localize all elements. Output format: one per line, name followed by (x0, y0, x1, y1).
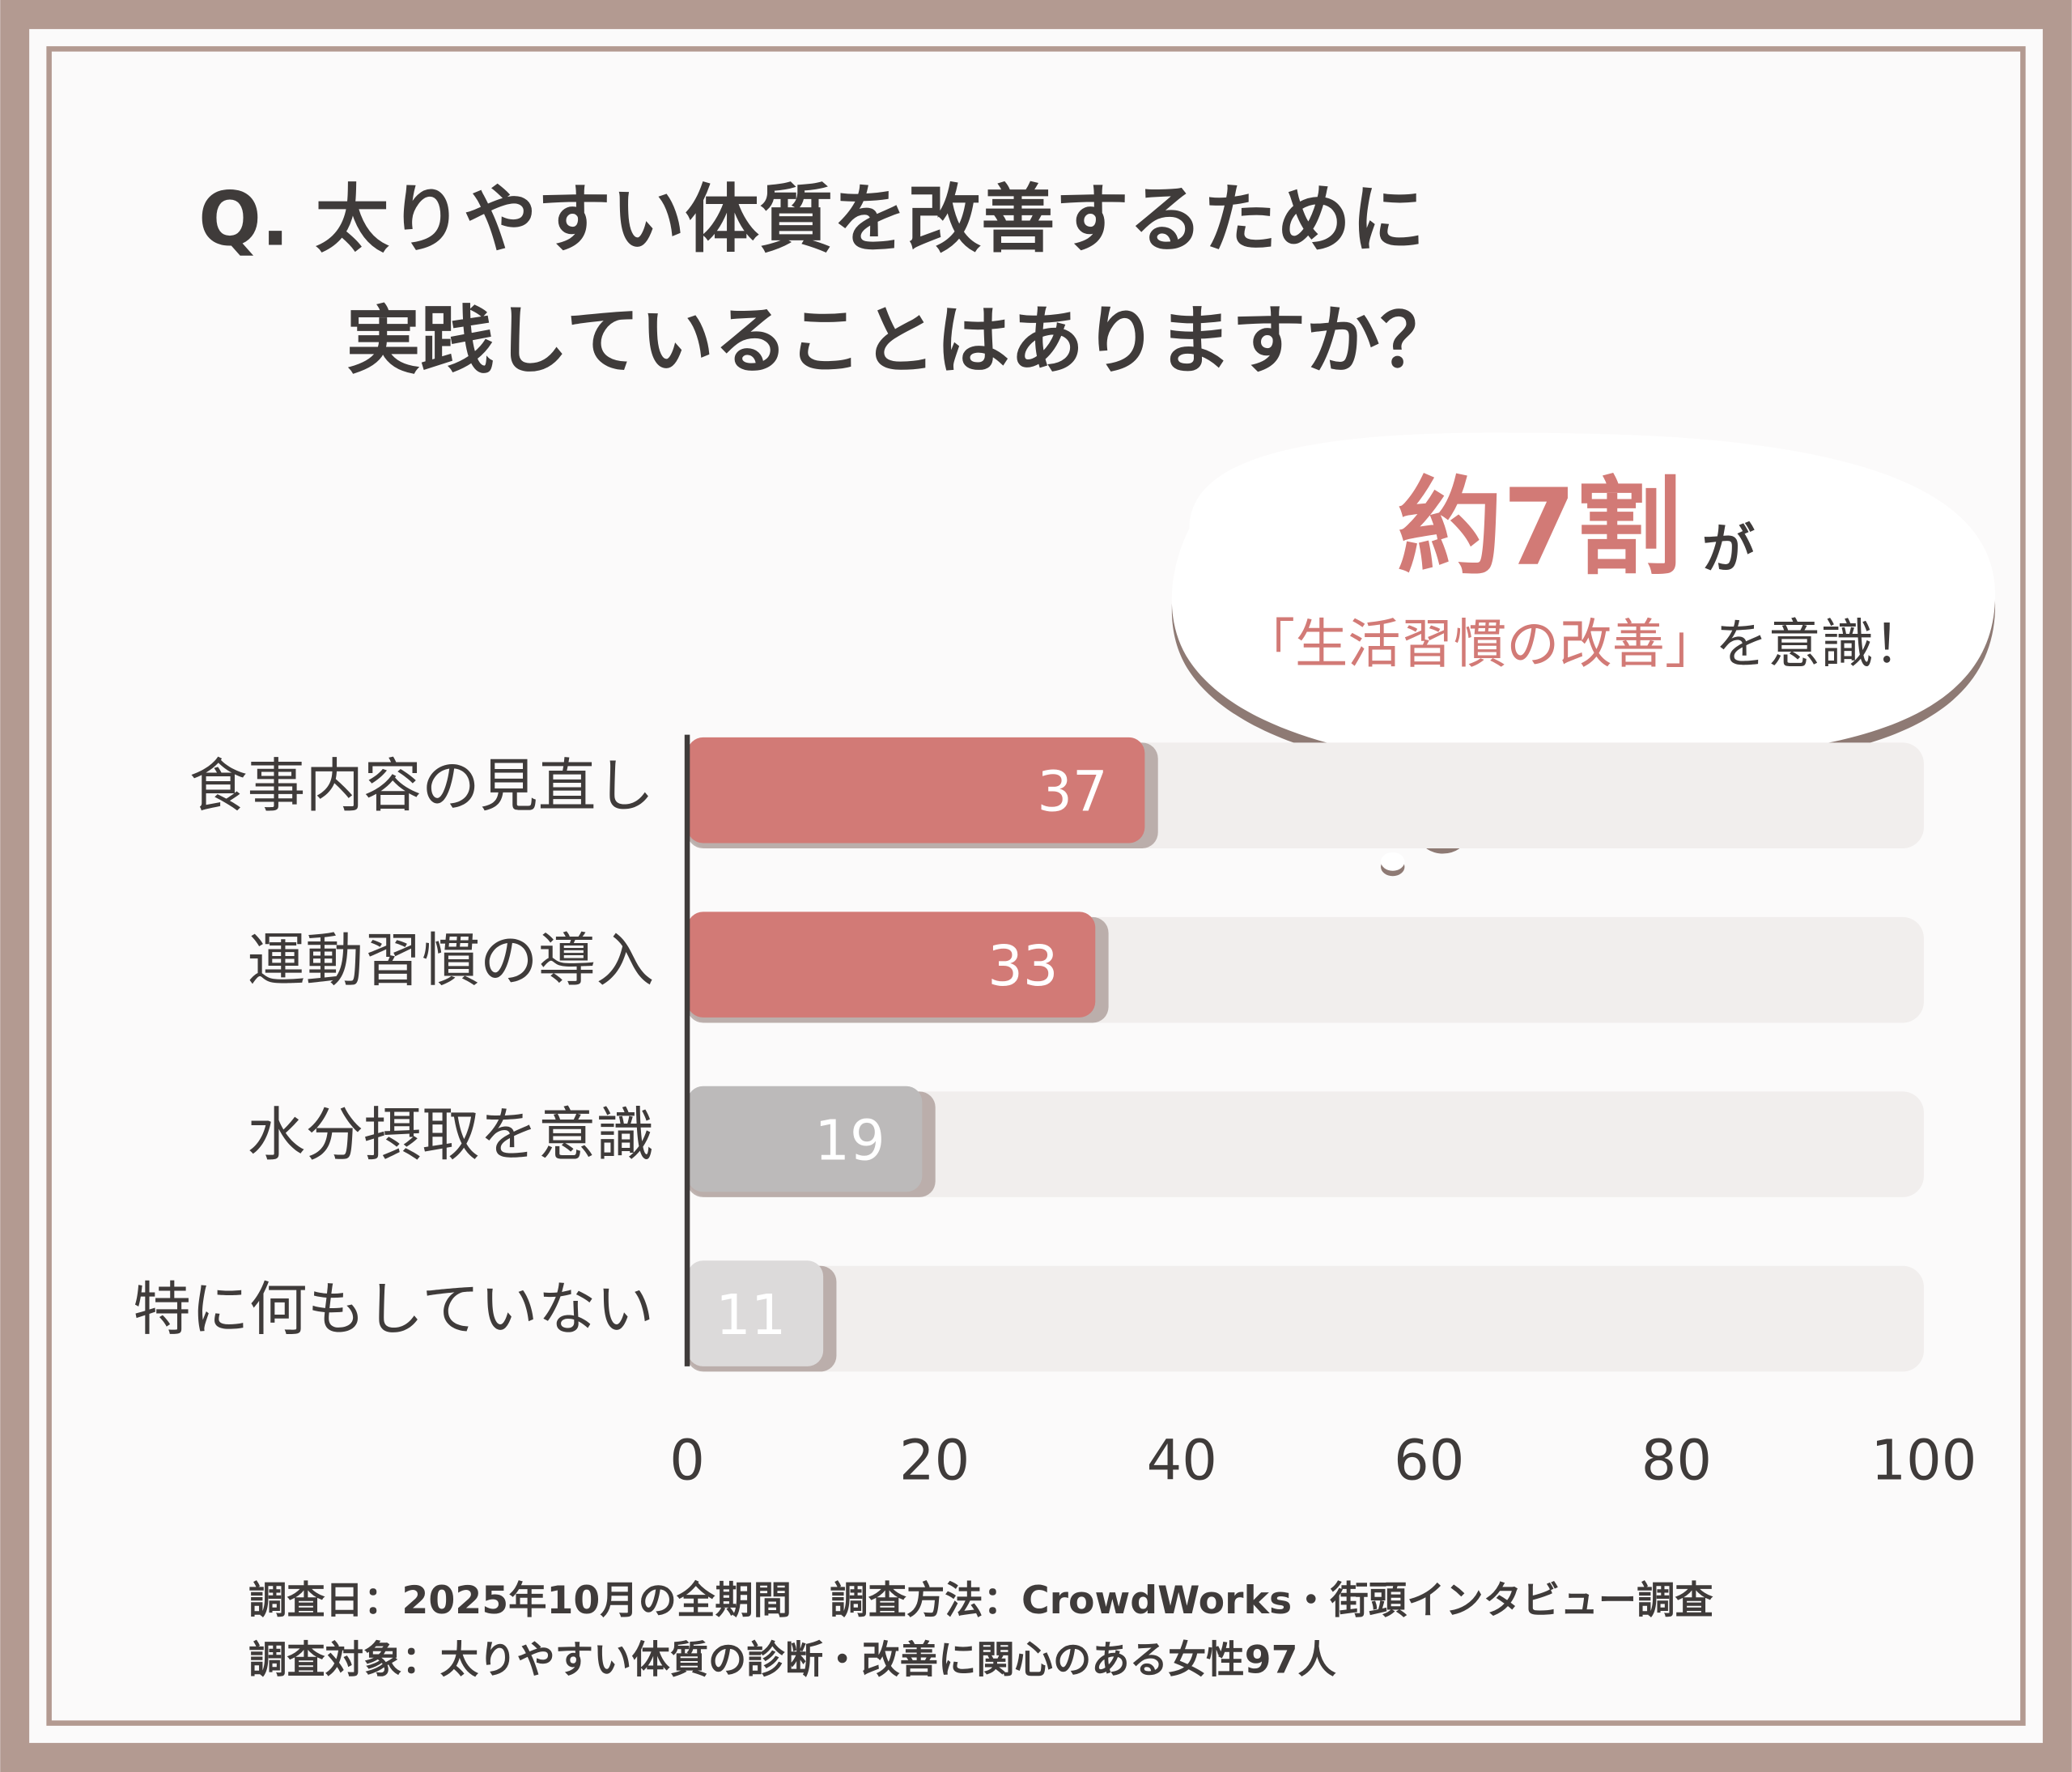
y-tick-label: 特に何もしていない (133, 1275, 654, 1343)
value-label: 19 (814, 1109, 885, 1174)
y-tick-label: 運動習慣の導入 (248, 926, 655, 994)
callout-highlight: 約7割 (1397, 466, 1682, 589)
y-tick-label: 水分摂取を意識 (248, 1101, 655, 1169)
bar-track (687, 1265, 1924, 1372)
x-tick-label: 60 (1394, 1429, 1464, 1494)
callout-connector: が (1702, 518, 1755, 580)
x-tick-label: 20 (899, 1429, 970, 1494)
bar-track (687, 1091, 1924, 1197)
callout-emphasis: 「生活習慣の改善」 (1242, 614, 1718, 675)
title-line: 実践していることはありますか？ (346, 298, 1454, 385)
bar (687, 737, 1145, 844)
x-tick-label: 0 (669, 1429, 705, 1494)
bar (687, 1260, 824, 1366)
note: 調査対象：太りやすい体質の診断・改善に関心のある女性97人 (248, 1638, 1336, 1683)
note: 調査日：2025年10月の全期間 調査方法：CrowdWorks・街頭インタビュ… (248, 1579, 1713, 1623)
value-label: 33 (987, 934, 1058, 999)
callout-tail: を意識！ (1715, 614, 1926, 675)
inner-frame (46, 46, 2026, 1726)
value-label: 37 (1037, 760, 1107, 825)
callout-bubble (1171, 432, 1996, 877)
bar (687, 1086, 923, 1192)
x-tick-label: 80 (1641, 1429, 1712, 1494)
x-tick-label: 100 (1871, 1429, 1977, 1494)
panel (29, 28, 2043, 1744)
bar (687, 911, 1096, 1018)
y-tick-label: 食事内容の見直し (189, 752, 655, 820)
x-tick-label: 40 (1147, 1429, 1217, 1494)
title-line: Q. 太りやすい体質を改善するために (198, 176, 1424, 262)
value-label: 11 (715, 1283, 786, 1348)
